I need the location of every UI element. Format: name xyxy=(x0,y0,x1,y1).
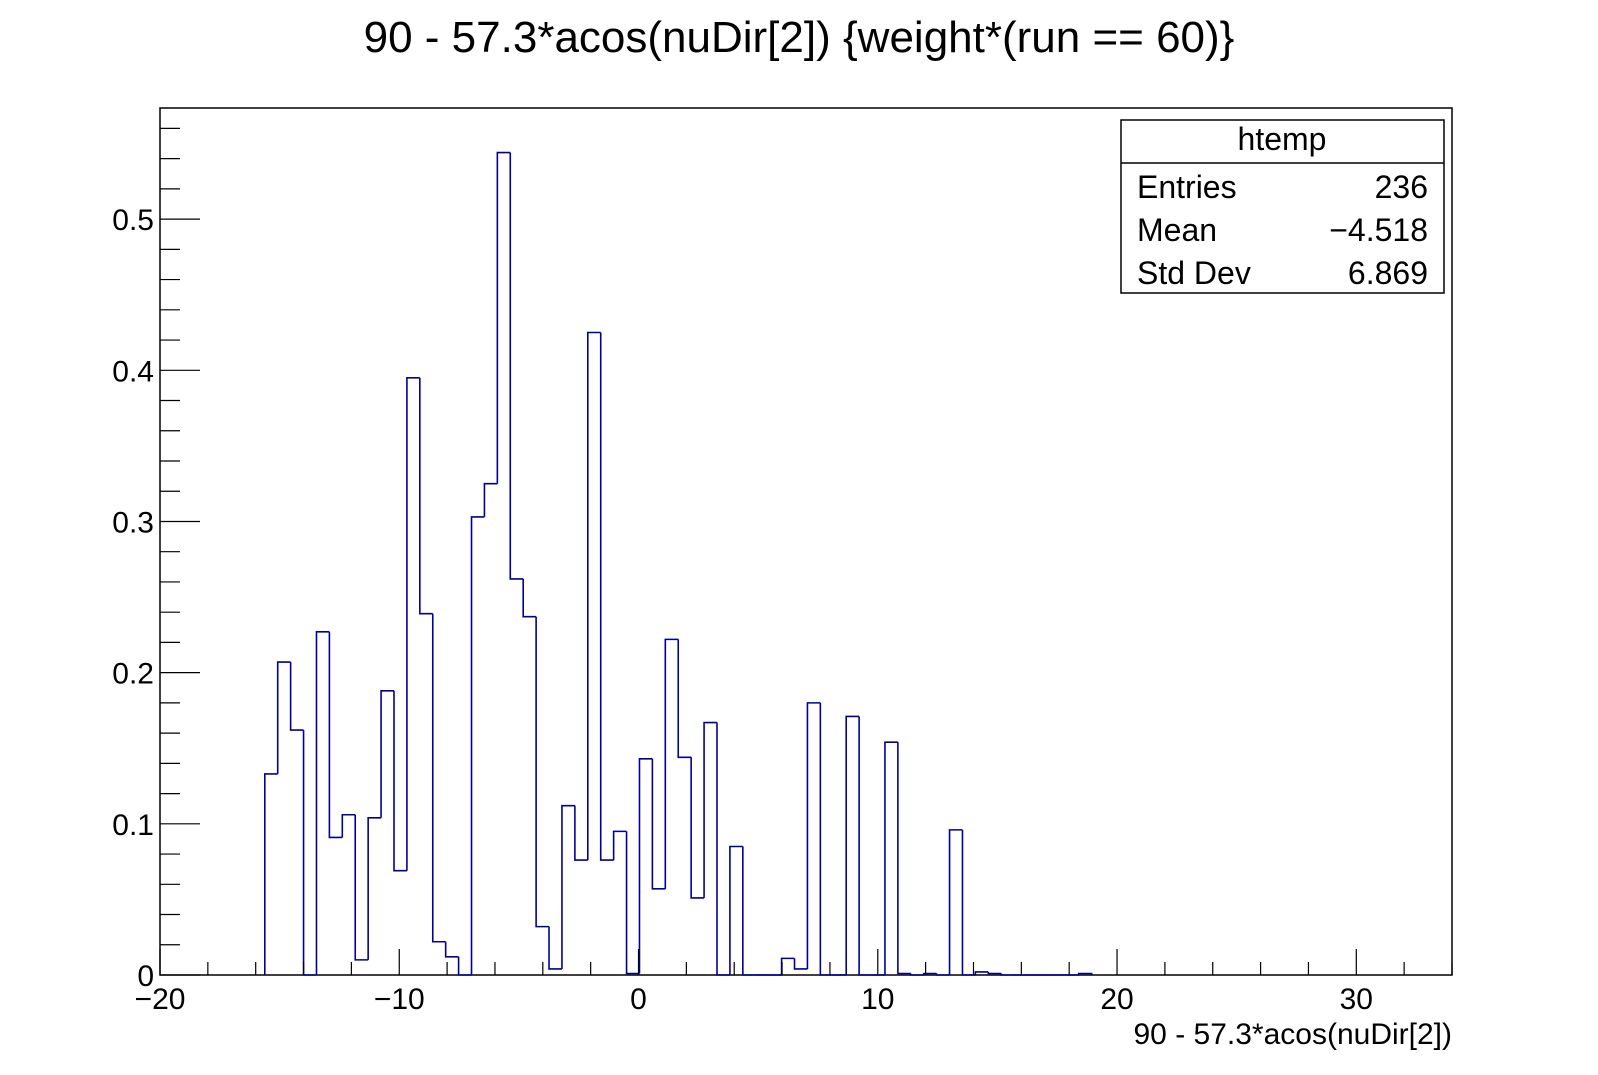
histogram-bin xyxy=(496,151,511,484)
y-tick-label: 0.3 xyxy=(112,506,154,539)
histogram-bin xyxy=(535,616,550,928)
histogram-bin xyxy=(858,716,873,976)
histogram-bin xyxy=(806,702,821,969)
histogram-bin xyxy=(599,332,614,861)
chart-title: 90 - 57.3*acos(nuDir[2]) {weight*(run ==… xyxy=(364,13,1235,62)
stats-box-name: htemp xyxy=(1238,121,1327,157)
stats-mean-label: Mean xyxy=(1137,212,1217,248)
histogram-bin xyxy=(961,829,976,976)
histogram-bin xyxy=(897,742,911,975)
histogram-bin xyxy=(548,926,562,970)
histogram-bin xyxy=(328,631,343,839)
histogram-bin xyxy=(909,973,924,976)
y-tick-label: 0 xyxy=(137,960,154,993)
histogram-bin xyxy=(561,804,575,969)
y-axis: 0 0.1 0.2 0.3 0.4 0.5 xyxy=(112,127,200,993)
histogram-bin xyxy=(393,690,407,872)
histogram-bin xyxy=(302,730,317,976)
stats-box: htemp Entries 236 Mean −4.518 Std Dev 6.… xyxy=(1120,119,1445,294)
histogram-bin xyxy=(703,721,717,898)
histogram-bin xyxy=(470,516,485,975)
x-tick-label: 20 xyxy=(1100,983,1133,1016)
stats-stddev-label: Std Dev xyxy=(1137,255,1251,291)
y-tick-label: 0.4 xyxy=(112,355,154,388)
histogram-bin xyxy=(483,482,498,517)
histogram-bin xyxy=(431,613,446,943)
stats-mean-value: −4.518 xyxy=(1329,212,1428,248)
histogram-bin xyxy=(974,971,989,975)
histogram-bin xyxy=(625,831,640,975)
x-tick-label: −20 xyxy=(135,983,186,1016)
histogram-bin xyxy=(289,662,304,731)
histogram-bin xyxy=(780,957,795,975)
histogram-bin xyxy=(315,631,330,975)
histogram-bin xyxy=(1077,972,1093,975)
x-axis: −20 −10 0 10 20 30 xyxy=(135,949,1453,1016)
x-tick-label: 30 xyxy=(1340,983,1373,1016)
histogram-bin xyxy=(263,773,278,975)
histogram-bin xyxy=(690,757,705,899)
histogram-bin xyxy=(845,715,860,975)
histogram-bin xyxy=(509,152,524,580)
histogram-bin xyxy=(522,578,537,618)
histogram-bin xyxy=(341,813,356,838)
x-tick-label: −10 xyxy=(374,983,425,1016)
histogram-bin xyxy=(638,758,653,974)
histogram-bin xyxy=(574,805,588,861)
histogram-bin xyxy=(935,973,950,976)
histogram-bin xyxy=(380,689,394,818)
stats-entries-value: 236 xyxy=(1375,169,1428,205)
x-axis-title: 90 - 57.3*acos(nuDir[2]) xyxy=(1134,1018,1453,1051)
histogram-bin xyxy=(419,377,433,615)
histogram-bin xyxy=(612,830,627,861)
histogram-bin xyxy=(819,702,834,976)
histogram-bin xyxy=(922,972,937,975)
histogram-bin xyxy=(406,377,420,871)
histogram-bin xyxy=(677,639,692,759)
histogram-bin xyxy=(729,845,743,975)
histogram-bin xyxy=(457,956,472,976)
histogram-bin xyxy=(444,941,459,958)
histogram-bin xyxy=(884,741,898,975)
histogram-bin xyxy=(367,816,382,960)
histogram-bin xyxy=(793,958,808,970)
plot-frame xyxy=(159,107,1453,976)
stats-entries-label: Entries xyxy=(1137,169,1237,205)
histogram-series xyxy=(263,151,1093,976)
histogram-bin xyxy=(586,331,601,861)
x-tick-label: 0 xyxy=(630,983,647,1016)
histogram-bin xyxy=(716,722,730,976)
stats-box-frame xyxy=(1120,119,1445,294)
y-tick-label: 0.1 xyxy=(112,809,154,842)
histogram-bin xyxy=(1000,973,1015,976)
stats-stddev-value: 6.869 xyxy=(1348,255,1428,291)
histogram-bin xyxy=(354,814,369,961)
y-tick-label: 0.5 xyxy=(112,204,154,237)
histogram-bin xyxy=(987,971,1002,975)
histogram-bin xyxy=(651,758,666,890)
histogram-bin xyxy=(664,638,679,889)
histogram-bin xyxy=(948,829,963,975)
x-tick-label: 10 xyxy=(861,983,894,1016)
histogram-bin xyxy=(742,846,756,976)
y-tick-label: 0.2 xyxy=(112,658,154,691)
histogram-bin xyxy=(276,661,291,774)
